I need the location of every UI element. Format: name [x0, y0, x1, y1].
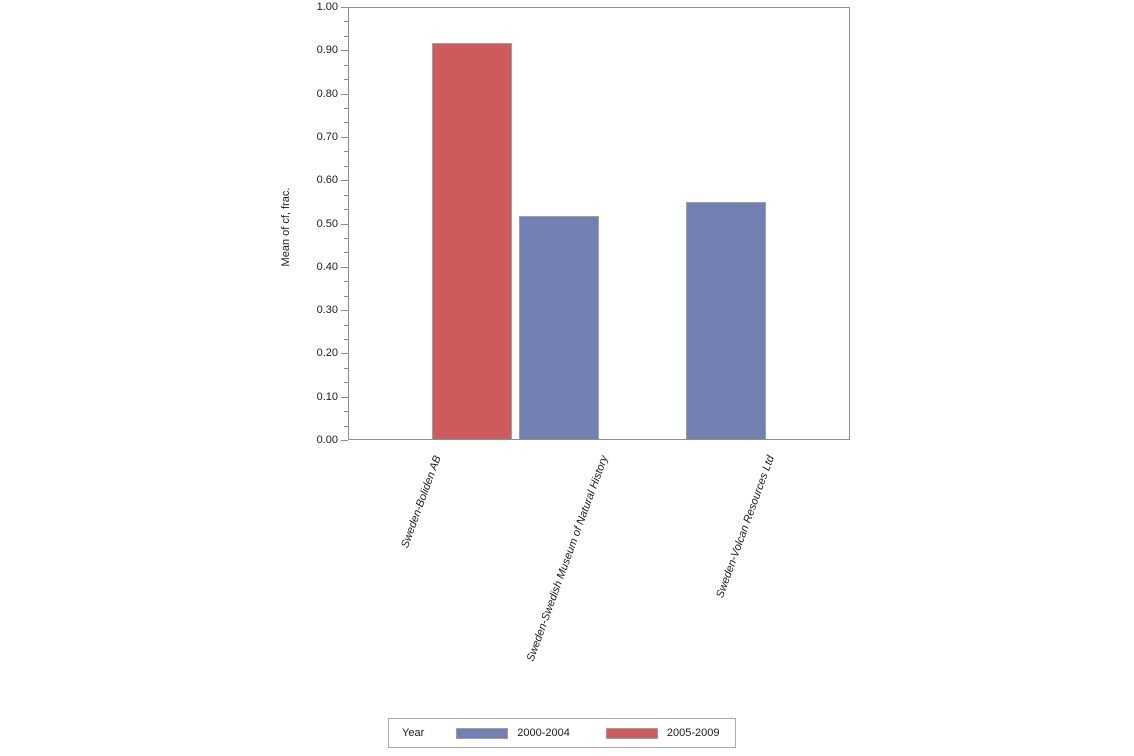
y-axis-minor-tick: [344, 382, 348, 383]
y-axis-minor-tick: [344, 122, 348, 123]
y-axis-major-tick: [341, 224, 348, 225]
y-axis-minor-tick: [344, 209, 348, 210]
legend-swatch: [605, 727, 658, 739]
y-axis-major-tick: [341, 137, 348, 138]
y-axis-minor-tick: [344, 151, 348, 152]
bar-2000-2004-Sweden-Volcan Resources Ltd: [686, 202, 766, 439]
y-tick-label: 0.80: [316, 88, 338, 100]
y-tick-label: 0.20: [316, 347, 338, 359]
y-axis-minor-tick: [344, 21, 348, 22]
legend-item-label: 2000-2004: [517, 727, 570, 739]
y-axis-minor-tick: [344, 65, 348, 66]
legend: Year 2000-2004 2005-2009: [388, 718, 737, 748]
y-axis-major-tick: [341, 180, 348, 181]
legend-swatch: [456, 727, 509, 739]
category-label: Sweden-Boliden AB: [398, 454, 444, 550]
y-axis-minor-tick: [344, 238, 348, 239]
y-axis-major-tick: [341, 267, 348, 268]
bar-2000-2004-Sweden-Swedish Museum of Natural History: [519, 216, 599, 439]
y-axis-minor-tick: [344, 426, 348, 427]
y-tick-label: 0.60: [316, 174, 338, 186]
y-axis-minor-tick: [344, 79, 348, 80]
y-tick-label: 0.10: [316, 391, 338, 403]
y-axis-minor-tick: [344, 339, 348, 340]
y-axis-minor-tick: [344, 195, 348, 196]
category-label: Sweden-Swedish Museum of Natural History: [524, 454, 611, 664]
y-axis-major-tick: [341, 310, 348, 311]
y-axis-minor-tick: [344, 108, 348, 109]
y-axis-minor-tick: [344, 252, 348, 253]
y-axis-major-tick: [341, 397, 348, 398]
y-axis-minor-tick: [344, 325, 348, 326]
plot-area: [348, 7, 850, 440]
y-axis-major-tick: [341, 353, 348, 354]
y-axis-minor-tick: [344, 411, 348, 412]
y-axis-major-tick: [341, 440, 348, 441]
y-axis-minor-tick: [344, 296, 348, 297]
y-axis-minor-tick: [344, 368, 348, 369]
y-tick-label: 0.40: [316, 261, 338, 273]
y-axis-title: Mean of cf, frac.: [280, 187, 292, 267]
y-tick-label: 0.00: [316, 434, 338, 446]
legend-title: Year: [402, 727, 425, 739]
y-axis-major-tick: [341, 50, 348, 51]
legend-item-2000-2004: 2000-2004: [456, 727, 570, 739]
y-tick-label: 0.30: [316, 304, 338, 316]
y-tick-label: 0.70: [316, 131, 338, 143]
legend-item-2005-2009: 2005-2009: [605, 727, 720, 739]
y-axis-major-tick: [341, 7, 348, 8]
y-axis-major-tick: [341, 94, 348, 95]
y-tick-label: 1.00: [316, 1, 338, 13]
y-tick-label: 0.90: [316, 44, 338, 56]
y-axis-minor-tick: [344, 281, 348, 282]
y-axis-minor-tick: [344, 166, 348, 167]
legend-item-label: 2005-2009: [666, 727, 720, 739]
y-tick-label: 0.50: [316, 218, 338, 230]
bar-2005-2009-Sweden-Boliden AB: [432, 43, 512, 439]
y-axis-minor-tick: [344, 36, 348, 37]
category-label: Sweden-Volcan Resources Ltd: [714, 454, 778, 600]
